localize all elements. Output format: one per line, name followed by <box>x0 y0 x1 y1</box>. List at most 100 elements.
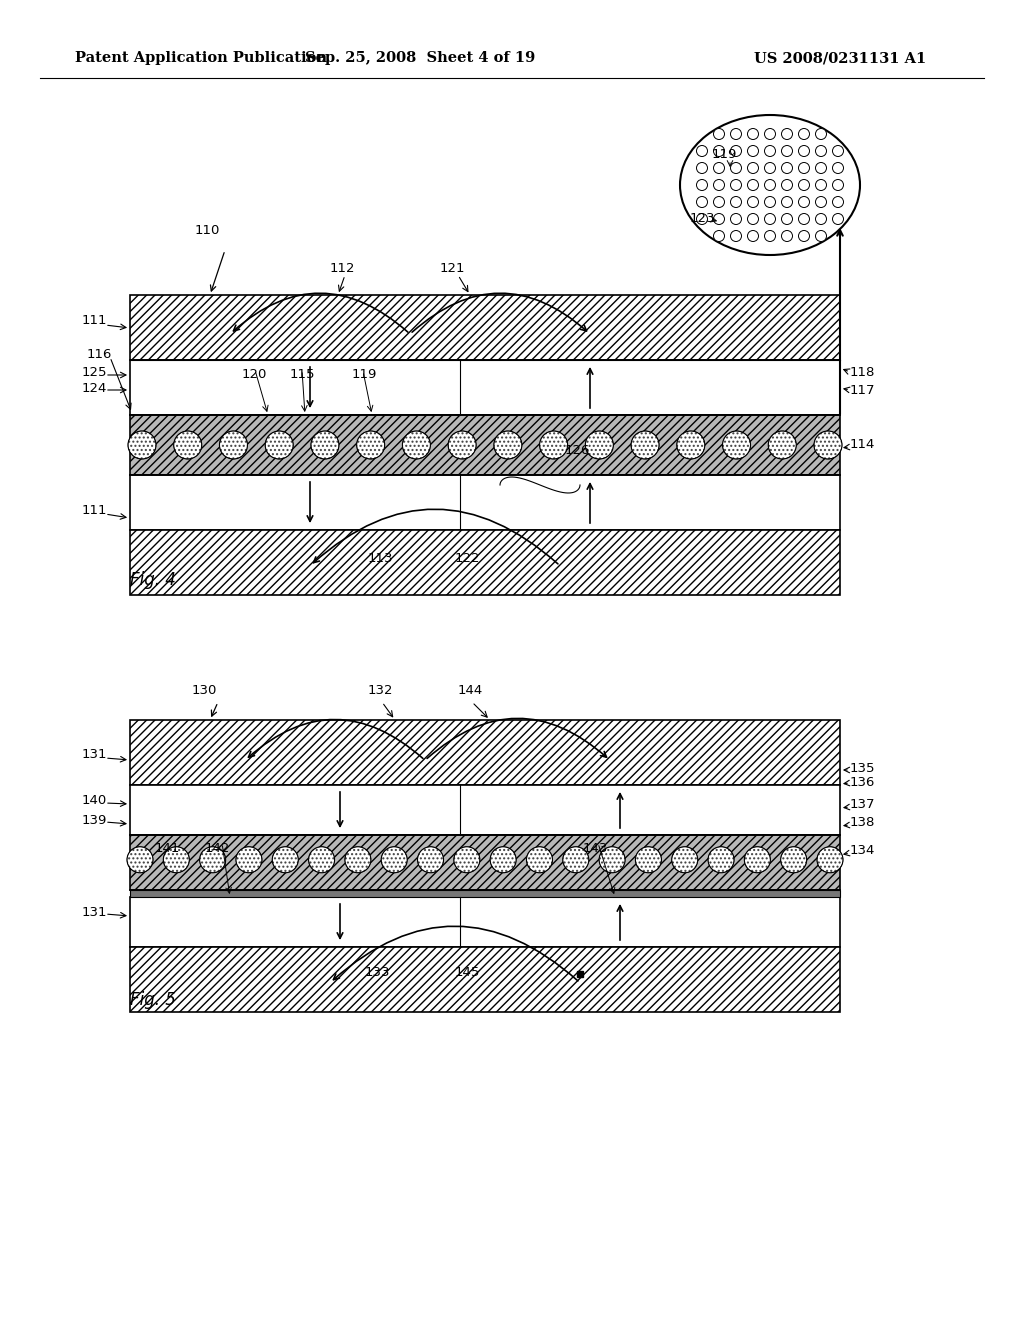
Text: 123: 123 <box>690 211 716 224</box>
Text: 132: 132 <box>368 684 393 697</box>
Circle shape <box>696 197 708 207</box>
Bar <box>130 890 840 898</box>
Circle shape <box>311 432 339 459</box>
Circle shape <box>714 162 725 173</box>
Circle shape <box>765 162 775 173</box>
Circle shape <box>815 214 826 224</box>
Circle shape <box>454 846 480 873</box>
Circle shape <box>748 128 759 140</box>
Circle shape <box>128 432 156 459</box>
Circle shape <box>599 846 625 873</box>
Circle shape <box>833 162 844 173</box>
Circle shape <box>200 846 225 873</box>
Bar <box>130 360 840 414</box>
Circle shape <box>781 162 793 173</box>
Circle shape <box>780 846 807 873</box>
Circle shape <box>815 145 826 157</box>
Circle shape <box>696 162 708 173</box>
Circle shape <box>563 846 589 873</box>
Circle shape <box>714 197 725 207</box>
Circle shape <box>356 432 385 459</box>
Circle shape <box>636 846 662 873</box>
Bar <box>130 531 840 595</box>
Text: 110: 110 <box>195 223 220 236</box>
Circle shape <box>815 128 826 140</box>
Circle shape <box>696 180 708 190</box>
Circle shape <box>768 432 797 459</box>
Circle shape <box>814 432 842 459</box>
Text: US 2008/0231131 A1: US 2008/0231131 A1 <box>754 51 926 65</box>
Circle shape <box>490 846 516 873</box>
Circle shape <box>672 846 697 873</box>
Circle shape <box>631 432 659 459</box>
Circle shape <box>163 846 189 873</box>
Circle shape <box>815 231 826 242</box>
Ellipse shape <box>680 115 860 255</box>
Circle shape <box>815 162 826 173</box>
Circle shape <box>748 145 759 157</box>
Circle shape <box>730 162 741 173</box>
Text: 112: 112 <box>330 261 355 275</box>
Text: 138: 138 <box>850 816 876 829</box>
Text: 122: 122 <box>455 552 480 565</box>
Text: 131: 131 <box>82 906 108 919</box>
Circle shape <box>748 180 759 190</box>
Text: 133: 133 <box>365 965 390 978</box>
Text: 114: 114 <box>850 438 876 451</box>
Text: 137: 137 <box>850 799 876 812</box>
Circle shape <box>799 231 810 242</box>
Bar <box>130 785 840 836</box>
Circle shape <box>494 432 522 459</box>
Text: 125: 125 <box>82 366 108 379</box>
Text: 113: 113 <box>368 552 393 565</box>
Text: 134: 134 <box>850 843 876 857</box>
Circle shape <box>730 197 741 207</box>
Circle shape <box>765 214 775 224</box>
Circle shape <box>765 145 775 157</box>
Circle shape <box>526 846 553 873</box>
Circle shape <box>219 432 248 459</box>
Circle shape <box>381 846 408 873</box>
Circle shape <box>696 145 708 157</box>
Circle shape <box>730 128 741 140</box>
Circle shape <box>714 145 725 157</box>
Text: 143: 143 <box>583 842 608 854</box>
Text: 139: 139 <box>82 813 108 826</box>
Bar <box>130 414 840 475</box>
Circle shape <box>799 128 810 140</box>
Text: 135: 135 <box>850 762 876 775</box>
Text: Fig. 5: Fig. 5 <box>130 991 176 1008</box>
Circle shape <box>586 432 613 459</box>
Circle shape <box>714 180 725 190</box>
Circle shape <box>748 214 759 224</box>
Circle shape <box>799 145 810 157</box>
Circle shape <box>833 145 844 157</box>
Circle shape <box>833 197 844 207</box>
Text: 142: 142 <box>205 842 230 854</box>
Text: 119: 119 <box>352 368 378 381</box>
Circle shape <box>714 128 725 140</box>
Text: 120: 120 <box>242 368 267 381</box>
Text: 141: 141 <box>155 842 180 854</box>
Circle shape <box>781 145 793 157</box>
Bar <box>130 836 840 890</box>
Circle shape <box>540 432 567 459</box>
Bar <box>130 898 840 946</box>
Circle shape <box>723 432 751 459</box>
Circle shape <box>781 128 793 140</box>
Circle shape <box>730 231 741 242</box>
Circle shape <box>748 231 759 242</box>
Circle shape <box>765 197 775 207</box>
Circle shape <box>744 846 770 873</box>
Circle shape <box>449 432 476 459</box>
Circle shape <box>748 162 759 173</box>
Text: 116: 116 <box>87 348 113 362</box>
Text: Sep. 25, 2008  Sheet 4 of 19: Sep. 25, 2008 Sheet 4 of 19 <box>305 51 536 65</box>
Text: 131: 131 <box>82 748 108 762</box>
Circle shape <box>781 197 793 207</box>
Circle shape <box>765 231 775 242</box>
Circle shape <box>781 231 793 242</box>
Text: 121: 121 <box>440 261 466 275</box>
Circle shape <box>127 846 153 873</box>
Circle shape <box>714 214 725 224</box>
